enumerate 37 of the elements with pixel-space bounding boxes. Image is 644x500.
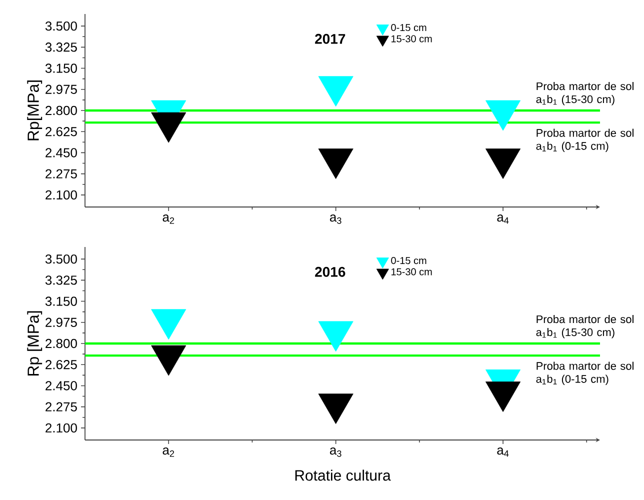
legend-label: 15-30 cm	[392, 35, 432, 42]
y-axis-title: Rp[MPa]	[27, 80, 42, 140]
legend-label: 0-15 cm	[391, 24, 426, 32]
text: 2016	[315, 266, 346, 277]
y-tick-label: 2.450	[46, 381, 77, 390]
ref-line-label: Proba martor de sol a$_{1}$b$_{1}$ (15-30 cm)	[536, 82, 634, 106]
y-tick-label: 3.325	[45, 42, 77, 52]
y-tick-label: 3.500	[45, 254, 77, 264]
x-tick-label: a$_{2}$	[162, 448, 174, 457]
y-tick-label: 2.625	[46, 127, 77, 136]
ref-line-label: Proba martor de sol a$_{1}$b$_{1}$ (0-15 cm)	[536, 362, 634, 386]
ref-line-label: Proba martor de sol a$_{1}$b$_{1}$ (0-15 cm)	[536, 128, 634, 152]
y-tick-label: 3.325	[45, 276, 77, 285]
y-tick-label: 2.100	[46, 423, 77, 433]
ref-line-label: Proba martor de sol a$_{1}$b$_{1}$ (15-30 cm)	[536, 315, 634, 338]
text: 2017	[315, 34, 346, 44]
legend-label: 15-30 cm	[392, 268, 432, 276]
x-tick-label: a$_{3}$	[330, 448, 342, 457]
y-tick-label: 2.975	[46, 84, 77, 94]
y-tick-label: 3.150	[45, 64, 77, 73]
y-tick-label: 3.500	[45, 21, 77, 31]
x-tick-label: a$_{2}$	[162, 214, 174, 224]
legend-label: 0-15 cm	[391, 256, 426, 264]
x-axis-title: Rotatie cultura	[295, 470, 391, 481]
y-tick-label: 3.150	[45, 296, 77, 306]
y-tick-label: 2.275	[46, 402, 77, 412]
y-tick-label: 2.450	[46, 148, 77, 158]
y-tick-label: 2.975	[46, 318, 77, 327]
y-tick-label: 2.625	[46, 360, 77, 370]
y-tick-label: 2.800	[46, 338, 77, 348]
y-tick-label: 2.800	[46, 106, 77, 116]
y-axis-title: Rp [MPa]	[27, 311, 42, 376]
x-tick-label: a$_{4}$	[497, 214, 509, 224]
x-tick-label: a$_{3}$	[330, 214, 342, 224]
y-tick-label: 2.275	[46, 169, 77, 178]
y-tick-label: 2.100	[46, 190, 77, 200]
x-tick-label: a$_{4}$	[497, 448, 509, 457]
